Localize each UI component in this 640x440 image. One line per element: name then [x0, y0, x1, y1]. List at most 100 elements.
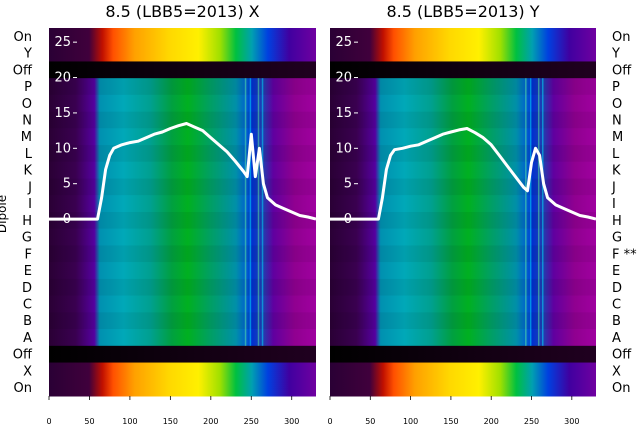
row-label: On: [612, 30, 630, 45]
row-label: A: [612, 331, 621, 346]
overlay-ytick-label: 10: [54, 141, 71, 156]
heatmap-row-4: [330, 78, 596, 96]
row-band: [330, 111, 596, 129]
row-label: M: [612, 130, 623, 145]
overlay-ytick-label: 0: [63, 212, 71, 227]
x-tick-label: 100: [122, 417, 137, 426]
row-label: D: [612, 281, 622, 296]
row-band: [330, 212, 596, 229]
heatmap-row-6: [49, 111, 316, 129]
row-label: B: [23, 314, 32, 329]
row-label: F: [25, 247, 32, 262]
row-label: N: [22, 114, 32, 129]
row-label: On: [612, 381, 630, 396]
heatmap-row-6: [330, 111, 596, 129]
row-band: [330, 78, 596, 95]
row-label: On: [14, 30, 32, 45]
row-label: C: [23, 298, 32, 313]
overlay-ytick-label: 10: [335, 141, 352, 156]
streak-band: [249, 78, 252, 346]
row-label: Y: [611, 47, 620, 62]
row-label: J: [27, 180, 32, 195]
row-label: L: [612, 147, 620, 162]
row-label: Y: [23, 47, 32, 62]
heatmap-row-1: [49, 28, 316, 46]
heatmap-row-19: [330, 329, 596, 347]
overlay-line: [330, 127, 597, 221]
heatmap-row-2: [330, 44, 596, 62]
heatmap-row-7: [49, 128, 316, 146]
row-label: H: [612, 214, 622, 229]
row-band: [49, 78, 316, 95]
heatmap-row-9: [330, 161, 596, 180]
heatmap-row-21: [330, 362, 596, 380]
row-label: L: [25, 147, 33, 162]
row-label: C: [612, 298, 621, 313]
heatmap-row-14: [49, 245, 316, 263]
overlay-line: [49, 122, 317, 221]
x-tick-label: 150: [443, 417, 458, 426]
heatmap-row-3: [330, 61, 596, 79]
heatmap-row-18: [330, 312, 596, 330]
overlay-ytick-label: 15: [335, 106, 352, 121]
row-label: O: [612, 97, 622, 112]
overlay-ytick-label: 25: [54, 35, 71, 50]
row-label: A: [23, 331, 32, 346]
heatmap-row-17: [49, 295, 316, 313]
row-label: M: [21, 130, 32, 145]
row-label: P: [24, 80, 32, 95]
y-axis-label: Dipole: [0, 195, 9, 233]
heatmap-row-12: [49, 212, 316, 230]
overlay-ytick-label: 0: [344, 212, 352, 227]
x-tick-label: 300: [564, 417, 579, 426]
heatmap-row-9: [49, 161, 316, 180]
x-tick-label: 100: [403, 417, 418, 426]
row-band: [330, 145, 596, 162]
heatmap-row-3: [49, 61, 316, 79]
row-band: [49, 245, 316, 263]
row-band: [49, 111, 316, 129]
heatmap-row-4: [49, 78, 316, 96]
x-tick-label: 250: [524, 417, 539, 426]
row-band: [49, 178, 316, 196]
heatmap-row-11: [330, 195, 596, 213]
heatmap-row-1: [330, 28, 596, 46]
row-label: K: [612, 164, 621, 179]
heatmap-row-5: [49, 94, 316, 113]
row-band: [330, 278, 596, 296]
row-label: F **: [612, 247, 637, 262]
heatmap-row-11: [49, 195, 316, 213]
row-band: [49, 278, 316, 296]
heatmap-row-12: [330, 212, 596, 230]
row-label: K: [23, 164, 32, 179]
heatmap-row-13: [49, 228, 316, 246]
x-tick-label: 50: [365, 417, 375, 426]
row-label: H: [22, 214, 32, 229]
row-label: On: [14, 381, 32, 396]
row-label: X: [23, 364, 32, 379]
x-tick-label: 0: [327, 417, 332, 426]
heatmap-row-16: [330, 278, 596, 297]
x-tick-label: 150: [163, 417, 178, 426]
row-label: N: [612, 114, 622, 129]
row-label: Off: [13, 348, 33, 363]
x-tick-label: 50: [84, 417, 94, 426]
streak-band: [261, 78, 264, 346]
heatmap-row-10: [49, 178, 316, 196]
row-band: [330, 178, 596, 196]
row-band: [49, 212, 316, 229]
row-band: [330, 245, 596, 263]
row-label: D: [22, 281, 32, 296]
overlay-ytick-label: 20: [335, 71, 352, 86]
heatmap-row-20: [49, 345, 316, 364]
x-tick-label: 200: [203, 417, 218, 426]
x-tick-label: 300: [284, 417, 299, 426]
row-label: E: [612, 264, 620, 279]
overlay-ytick-label: 5: [344, 177, 352, 192]
heatmap-row-13: [330, 228, 596, 246]
row-label: Off: [13, 63, 33, 78]
streak-band: [257, 78, 260, 346]
